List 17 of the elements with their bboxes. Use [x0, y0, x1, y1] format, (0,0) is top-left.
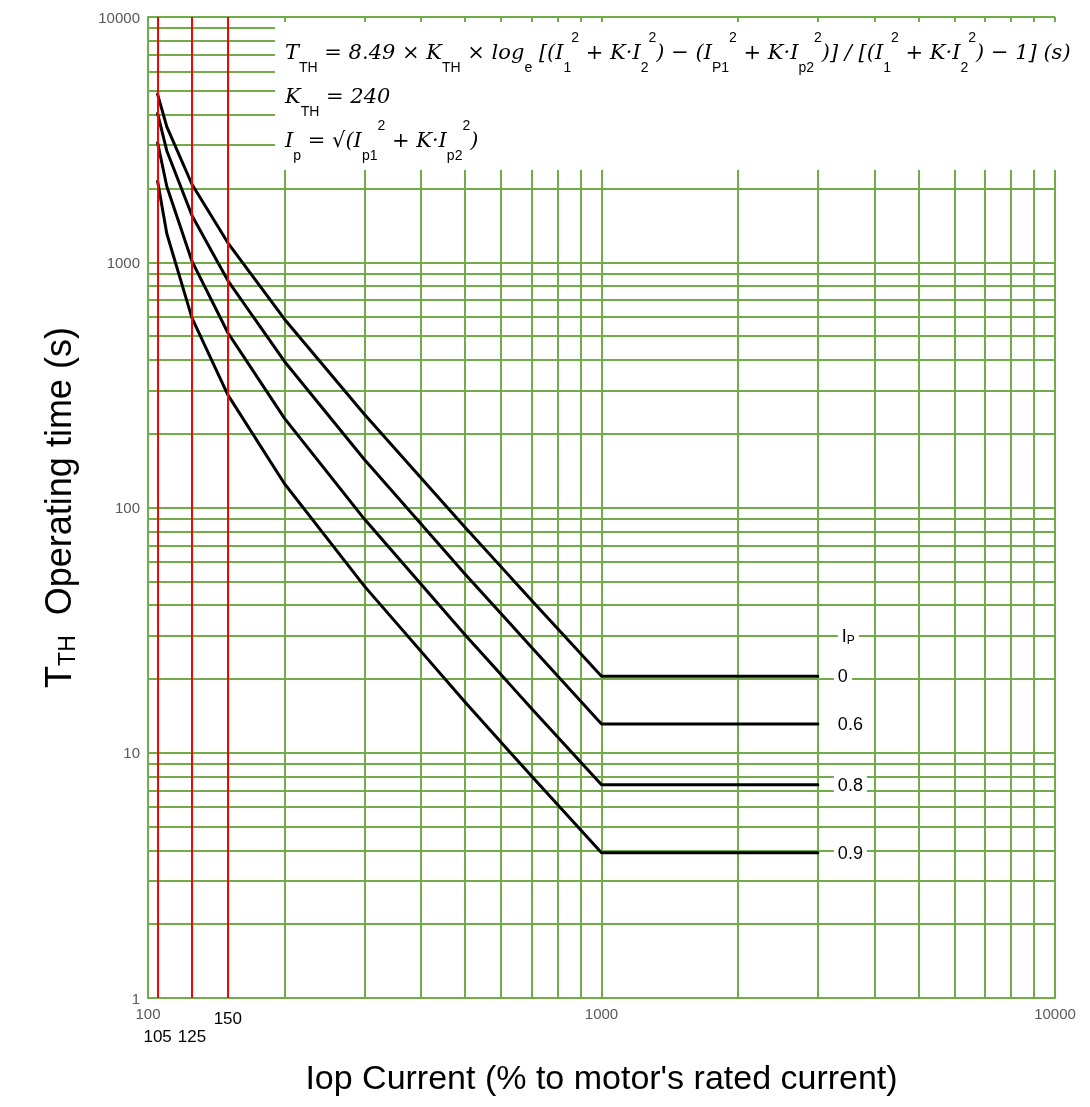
x-tick-label: 10000: [1034, 1005, 1076, 1022]
series-label: 0.8: [837, 774, 863, 795]
ref-line-label: 105: [143, 1027, 172, 1046]
y-tick-label: 1: [131, 989, 140, 1007]
y-tick-label: 10000: [98, 8, 140, 26]
y-tick-label: 100: [114, 499, 140, 516]
ref-line-label: 150: [213, 1009, 243, 1028]
series-label: 0.6: [837, 713, 863, 734]
x-axis-title: Iop Current (% to motor's rated current): [305, 1058, 898, 1096]
x-tick-label: 100: [135, 1005, 161, 1022]
y-tick-label: 10: [123, 744, 140, 762]
series-label: 0: [837, 666, 848, 687]
y-tick-label: 1000: [106, 253, 140, 271]
y-axis-title: TTH Operating time (s): [37, 327, 80, 688]
ref-line-label: 125: [177, 1027, 207, 1046]
series-label: 0.9: [837, 842, 863, 863]
x-tick-label: 1000: [584, 1005, 619, 1022]
